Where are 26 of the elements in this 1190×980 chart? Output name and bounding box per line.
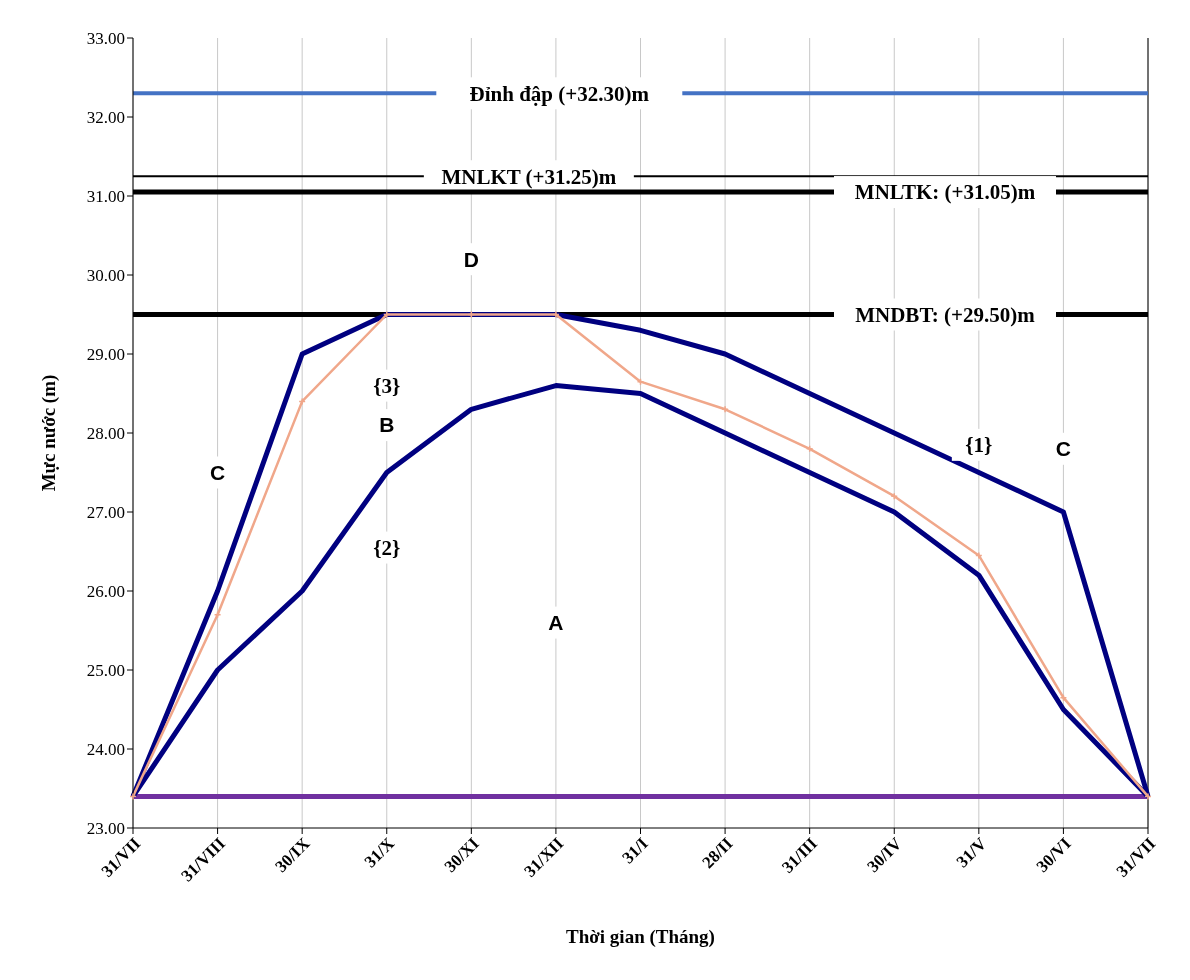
series-label: {3}	[373, 373, 401, 398]
annotation: C	[1055, 437, 1071, 461]
y-tick-label: 33.00	[86, 29, 125, 49]
annotation: C	[210, 460, 226, 484]
y-axis-title: Mực nước (m)	[37, 374, 60, 492]
y-tick-label: 31.00	[86, 187, 125, 207]
x-axis-title: Thời gian (Tháng)	[566, 926, 715, 948]
series-label: {1}	[965, 433, 993, 458]
ref-line-label: MNLTK: (+31.05)m	[854, 180, 1036, 205]
y-tick-label: 28.00	[86, 424, 125, 444]
ref-line-label: MNLKT (+31.25)m	[441, 164, 617, 189]
y-tick-label: 29.00	[86, 345, 125, 365]
ref-line-label: Đỉnh đập (+32.30)m	[469, 81, 650, 106]
y-tick-label: 26.00	[86, 582, 125, 602]
y-tick-label: 32.00	[86, 108, 125, 128]
annotation: D	[463, 247, 479, 271]
x-tick-label: 31/I	[618, 833, 653, 868]
y-tick-label: 24.00	[86, 740, 125, 760]
y-tick-label: 27.00	[86, 503, 125, 523]
series-label: {2}	[373, 535, 401, 560]
y-tick-label: 25.00	[86, 661, 125, 681]
ref-line-label: MNDBT: (+29.50)m	[855, 302, 1036, 327]
annotation: A	[548, 610, 564, 634]
y-tick-label: 23.00	[86, 819, 125, 839]
annotation: B	[379, 413, 395, 437]
y-tick-label: 30.00	[86, 266, 125, 286]
